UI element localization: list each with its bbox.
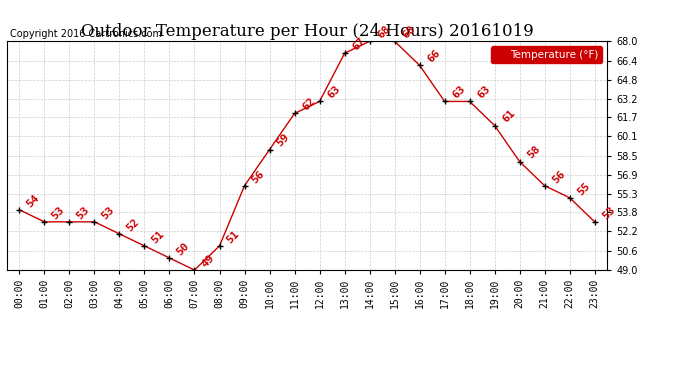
Text: 54: 54 <box>25 192 41 209</box>
Text: 53: 53 <box>600 204 617 221</box>
Text: 63: 63 <box>475 84 492 100</box>
Text: 52: 52 <box>125 216 141 233</box>
Text: 68: 68 <box>375 24 392 40</box>
Text: 51: 51 <box>225 228 241 245</box>
Text: 68: 68 <box>400 24 417 40</box>
Text: 51: 51 <box>150 228 167 245</box>
Text: 50: 50 <box>175 241 192 257</box>
Text: 63: 63 <box>325 84 342 100</box>
Title: Outdoor Temperature per Hour (24 Hours) 20161019: Outdoor Temperature per Hour (24 Hours) … <box>81 23 533 40</box>
Text: 66: 66 <box>425 48 442 64</box>
Text: 56: 56 <box>550 168 567 185</box>
Text: 63: 63 <box>450 84 467 100</box>
Text: Copyright 2016 Cartronics.com: Copyright 2016 Cartronics.com <box>10 29 162 39</box>
Legend: Temperature (°F): Temperature (°F) <box>491 46 602 63</box>
Text: 67: 67 <box>350 36 367 52</box>
Text: 53: 53 <box>100 204 117 221</box>
Text: 61: 61 <box>500 108 517 125</box>
Text: 49: 49 <box>200 253 217 269</box>
Text: 53: 53 <box>75 204 92 221</box>
Text: 53: 53 <box>50 204 67 221</box>
Text: 55: 55 <box>575 180 592 197</box>
Text: 62: 62 <box>300 96 317 113</box>
Text: 58: 58 <box>525 144 542 161</box>
Text: 56: 56 <box>250 168 267 185</box>
Text: 59: 59 <box>275 132 292 149</box>
